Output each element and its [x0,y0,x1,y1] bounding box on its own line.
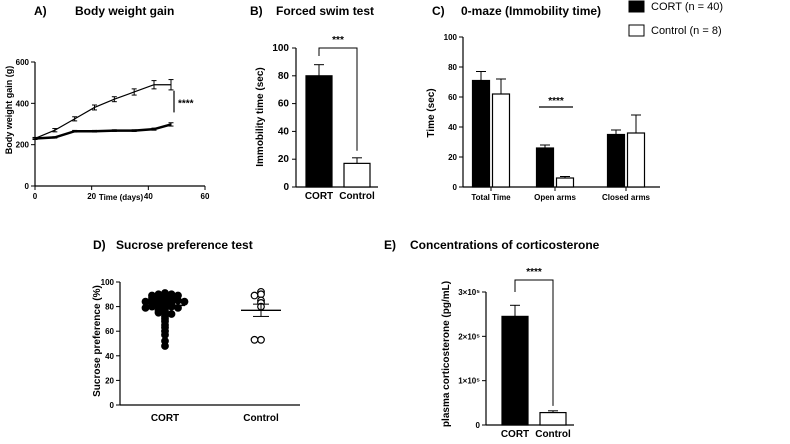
y-tick-label: 40 [448,123,457,132]
legend-swatch-cort [628,0,645,13]
bar-control-open-arms [555,177,575,188]
y-tick-label: 40 [278,126,290,137]
y-tick-label: 0 [25,182,30,191]
data-point-cort [167,310,176,318]
legend: CORT (n = 40) Control (n = 8) [628,0,723,37]
y-tick-label: 200 [16,141,30,150]
bar-control-total-time [491,93,511,188]
y-tick-label: 100 [444,33,458,42]
bar-control-closed-arms [626,132,646,188]
bar-cort-closed-arms [606,133,626,188]
y-tick-label: 100 [272,43,289,54]
y-tick-label: 80 [278,71,290,82]
x-tick-label: 40 [144,192,153,201]
panel-b-significance-bracket [318,47,358,151]
y-tick-label: 0 [110,401,115,410]
legend-label-cort: CORT (n = 40) [651,1,723,13]
panel-c-significance: **** [548,96,564,107]
y-tick-label: 0 [453,183,458,192]
y-tick-label: 0 [283,182,289,193]
y-tick-label: 20 [278,154,290,165]
series-line-control [34,84,171,140]
x-tick-label: 60 [201,192,210,201]
y-tick-label: 80 [105,303,114,312]
panel-b-letter: B) [250,4,263,18]
y-tick-label: 20 [448,153,457,162]
panel-e-significance-bracket [514,279,554,406]
data-point-cort [180,297,189,306]
y-tick-label: 60 [448,93,457,102]
data-point-control [257,335,265,344]
panel-d-ylabel: Sucrose preference (%) [92,285,103,397]
panel-b-significance-stars: *** [332,35,344,46]
bar-control [343,162,371,188]
bar-cort [501,315,529,426]
x-category-label: CORT [501,429,529,440]
panel-e-title: Concentrations of corticosterone [410,238,600,252]
x-category-label: CORT [305,191,333,202]
data-point-cort [141,303,150,312]
legend-label-control: Control (n = 8) [651,25,722,37]
x-category-label: Control [243,413,279,424]
data-point-cort [161,342,169,350]
x-category-label: Control [535,429,571,440]
x-category-label: Closed arms [602,193,651,202]
y-tick-label: 600 [16,58,30,67]
data-point-cort [174,296,182,305]
x-tick-label: 20 [87,192,96,201]
series-line-cort [34,123,172,140]
panel-a-title: Body weight gain [75,4,174,18]
panel-a-significance: **** [178,99,194,110]
y-tick-label: 400 [16,99,30,108]
bar-control [539,411,567,426]
panel-a-letter: A) [34,4,47,18]
y-tick-label: 0 [476,421,481,430]
x-category-label: Total Time [471,193,511,202]
bar-cort [305,75,333,188]
panel-e-letter: E) [384,238,396,252]
x-category-label: Open arms [534,193,576,202]
data-point-cort [167,302,176,311]
panel-d-title: Sucrose preference test [116,238,253,252]
panel-a-ylabel: Body weight gain (g) [4,66,14,155]
panel-d-letter: D) [93,238,106,252]
y-tick-label: 60 [105,327,114,336]
data-point-cort [174,303,182,312]
panel-c-ylabel: Time (sec) [426,88,437,137]
data-point-control [250,291,259,300]
x-category-label: Control [339,191,375,202]
y-tick-label: 2×10⁵ [458,332,480,341]
y-tick-label: 100 [101,278,115,287]
y-tick-label: 20 [105,376,114,385]
panel-c-letter: C) [432,4,445,18]
y-tick-label: 1×10⁵ [458,377,480,386]
x-category-label: CORT [151,413,179,424]
y-tick-label: 80 [448,63,457,72]
data-point-control [250,335,259,344]
y-tick-label: 40 [105,352,114,361]
panel-e-ylabel: plasma corticosterone (pg/mL) [441,281,452,427]
panel-c-title: 0-maze (Immobility time) [461,4,601,18]
panel-b-ylabel: Immobility time (sec) [255,67,266,166]
bar-cort-open-arms [535,147,555,188]
legend-swatch-control [628,24,645,37]
y-tick-label: 3×10⁵ [458,288,480,297]
data-point-cort [148,302,156,311]
panel-b-title: Forced swim test [276,4,374,18]
y-tick-label: 60 [278,99,290,110]
x-tick-label: 0 [33,192,38,201]
bar-cort-total-time [471,79,491,188]
panel-e-significance-stars: **** [526,267,542,278]
panel-a-xlabel: Time (days) [99,193,144,202]
data-point-cort [154,308,163,317]
